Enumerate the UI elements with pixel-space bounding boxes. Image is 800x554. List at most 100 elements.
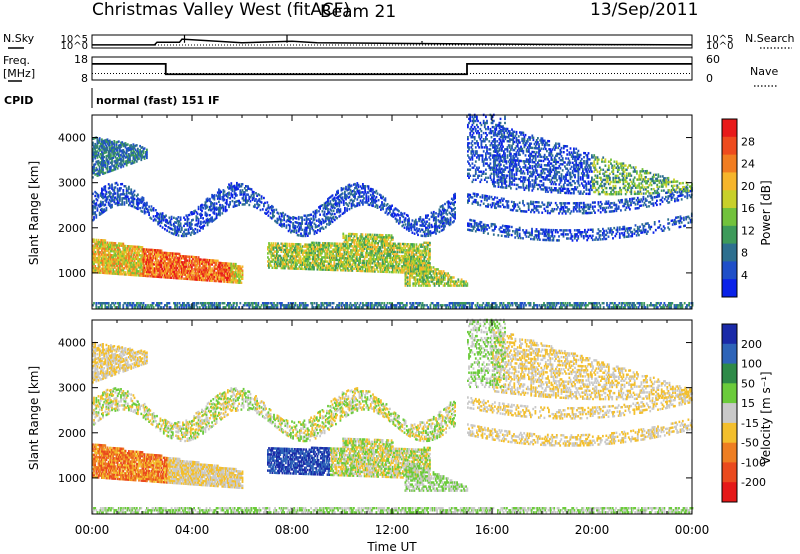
data-cell (309, 263, 312, 267)
data-cell (95, 214, 98, 217)
data-cell (283, 248, 286, 252)
data-cell (155, 263, 157, 266)
data-cell (168, 252, 171, 255)
data-cell (248, 304, 251, 307)
data-cell (222, 306, 225, 309)
data-cell (533, 304, 535, 307)
data-cell (322, 250, 324, 253)
data-cell (147, 248, 149, 251)
data-cell (192, 218, 194, 222)
data-cell (644, 306, 647, 309)
data-cell (142, 274, 145, 277)
noise-line (92, 38, 693, 46)
data-cell (240, 191, 243, 194)
data-cell (209, 275, 211, 278)
data-cell (276, 262, 278, 266)
data-cell (279, 254, 282, 258)
data-cell (420, 249, 422, 252)
data-cell (144, 256, 147, 259)
data-cell (331, 256, 333, 259)
data-cell (131, 251, 134, 254)
data-cell (377, 304, 380, 307)
data-cell (238, 277, 240, 280)
data-cell (230, 266, 233, 270)
data-cell (222, 278, 225, 281)
data-cell (673, 306, 676, 309)
data-cell (140, 268, 143, 271)
data-cell (221, 264, 224, 267)
data-cell (189, 265, 192, 269)
data-cell (371, 302, 373, 305)
data-cell (122, 267, 125, 270)
data-cell (197, 258, 200, 261)
data-cell (445, 306, 447, 309)
data-cell (215, 271, 218, 275)
data-cell (303, 263, 305, 266)
data-cell (589, 302, 592, 305)
data-cell (331, 250, 333, 253)
data-cell (340, 254, 342, 258)
data-cell (203, 258, 206, 261)
data-cell (340, 244, 342, 248)
data-cell (207, 277, 210, 280)
data-cell (108, 270, 111, 273)
data-cell (319, 248, 322, 251)
data-cell (313, 266, 315, 269)
data-cell (311, 304, 314, 307)
data-cell (281, 260, 284, 264)
data-cell (340, 248, 342, 252)
data-cell (110, 258, 112, 261)
data-cell (151, 273, 154, 276)
data-cell (149, 262, 152, 266)
data-cell (92, 260, 94, 264)
data-cell (349, 263, 351, 266)
data-cell (144, 262, 147, 265)
data-cell (113, 258, 116, 261)
data-cell (133, 253, 136, 256)
data-cell (302, 306, 305, 309)
data-cell (679, 306, 682, 309)
data-cell (201, 272, 203, 276)
data-cell (429, 241, 431, 245)
data-cell (304, 265, 306, 269)
data-cell (280, 248, 283, 251)
data-cell (186, 259, 189, 262)
data-cell (102, 192, 104, 196)
data-cell (316, 249, 319, 253)
data-cell (92, 264, 94, 268)
data-cell (108, 262, 111, 265)
data-cell (318, 252, 321, 255)
data-cell (133, 267, 136, 271)
data-cell (177, 277, 180, 280)
data-cell (285, 261, 287, 264)
data-cell (92, 252, 94, 255)
data-cell (346, 267, 349, 270)
data-cell (538, 304, 541, 307)
data-cell (687, 304, 689, 307)
data-cell (348, 306, 351, 309)
data-cell (362, 306, 364, 309)
data-cell (124, 259, 127, 262)
data-cell (106, 265, 109, 269)
data-cell (111, 264, 113, 267)
data-cell (349, 243, 351, 246)
data-cell (211, 275, 213, 278)
data-cell (98, 251, 101, 254)
data-cell (598, 302, 601, 305)
data-cell (218, 278, 220, 281)
data-cell (176, 304, 179, 307)
data-cell (544, 304, 547, 307)
data-cell (204, 272, 207, 276)
data-cell (398, 254, 401, 258)
data-cell (423, 304, 426, 307)
data-cell (303, 261, 305, 264)
data-cell (156, 257, 158, 260)
data-cell (345, 261, 348, 264)
data-cell (164, 268, 166, 271)
data-cell (123, 252, 126, 256)
data-cell (213, 304, 216, 307)
data-cell (374, 302, 377, 305)
data-cell (680, 304, 683, 307)
data-cell (210, 302, 212, 305)
data-cell (92, 256, 94, 260)
